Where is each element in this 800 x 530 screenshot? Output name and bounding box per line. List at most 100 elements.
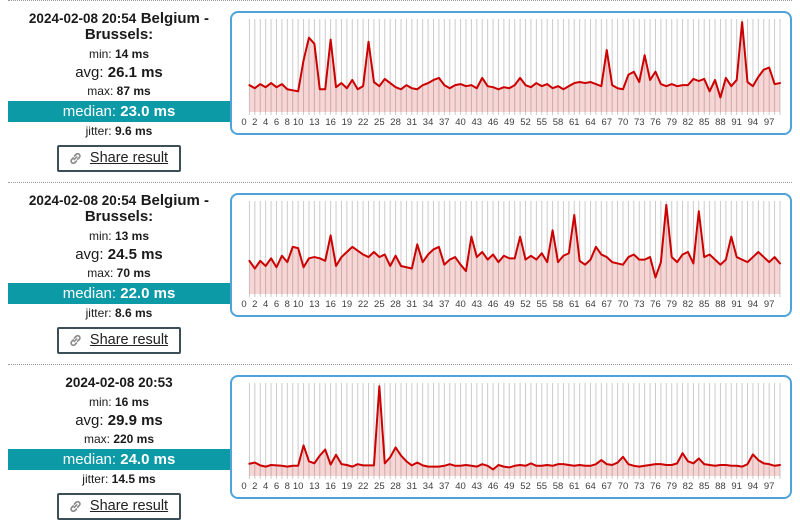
min-label: min: bbox=[88, 229, 112, 243]
svg-text:64: 64 bbox=[585, 299, 596, 310]
svg-text:10: 10 bbox=[293, 299, 304, 310]
svg-text:91: 91 bbox=[731, 299, 742, 310]
svg-text:70: 70 bbox=[618, 117, 629, 128]
svg-text:34: 34 bbox=[423, 117, 434, 128]
svg-text:73: 73 bbox=[634, 299, 645, 310]
min-stat: min: 13 ms bbox=[8, 228, 230, 245]
svg-text:46: 46 bbox=[488, 299, 499, 310]
avg-label: avg: bbox=[75, 412, 104, 429]
svg-text:10: 10 bbox=[293, 481, 304, 492]
svg-text:40: 40 bbox=[455, 117, 466, 128]
svg-text:2: 2 bbox=[252, 117, 257, 128]
min-value: 16 ms bbox=[114, 395, 150, 409]
svg-text:64: 64 bbox=[585, 117, 596, 128]
share-result-button[interactable]: Share result bbox=[56, 327, 182, 354]
svg-text:25: 25 bbox=[374, 481, 385, 492]
avg-label: avg: bbox=[75, 246, 104, 263]
svg-text:13: 13 bbox=[309, 299, 320, 310]
result-row: 2024-02-08 20:53 min: 16 ms avg: 29.9 ms… bbox=[8, 364, 792, 530]
svg-text:46: 46 bbox=[488, 481, 499, 492]
svg-text:34: 34 bbox=[423, 481, 434, 492]
svg-text:4: 4 bbox=[263, 117, 268, 128]
svg-text:34: 34 bbox=[423, 299, 434, 310]
median-stat-highlight: median: 23.0 ms bbox=[8, 101, 230, 122]
svg-text:22: 22 bbox=[358, 299, 369, 310]
svg-text:55: 55 bbox=[536, 299, 547, 310]
result-location: Belgium - Brussels: bbox=[84, 192, 210, 225]
svg-text:31: 31 bbox=[407, 299, 418, 310]
svg-text:55: 55 bbox=[536, 117, 547, 128]
svg-text:85: 85 bbox=[699, 299, 710, 310]
svg-text:43: 43 bbox=[472, 117, 483, 128]
share-result-label: Share result bbox=[89, 332, 169, 348]
svg-text:43: 43 bbox=[472, 481, 483, 492]
svg-text:31: 31 bbox=[407, 481, 418, 492]
svg-text:28: 28 bbox=[390, 481, 401, 492]
result-info: 2024-02-08 20:53 min: 16 ms avg: 29.9 ms… bbox=[8, 373, 230, 520]
share-result-button[interactable]: Share result bbox=[56, 145, 182, 172]
svg-text:0: 0 bbox=[241, 481, 246, 492]
svg-text:6: 6 bbox=[274, 299, 279, 310]
avg-label: avg: bbox=[75, 64, 104, 81]
max-value: 220 ms bbox=[113, 432, 155, 446]
ping-latency-chart: 0 2 4 6 8 10 13 16 19 22 25 28 31 34 37 40 43 46 49 52 55 58 6… bbox=[241, 383, 781, 492]
svg-text:79: 79 bbox=[666, 481, 677, 492]
svg-text:82: 82 bbox=[683, 117, 694, 128]
svg-text:55: 55 bbox=[536, 481, 547, 492]
svg-text:58: 58 bbox=[553, 117, 564, 128]
ping-chart-panel: 0 2 4 6 8 10 13 16 19 22 25 28 31 34 37 40 43 46 49 52 55 58 6… bbox=[230, 11, 792, 135]
svg-text:0: 0 bbox=[241, 117, 246, 128]
median-label: median: bbox=[62, 103, 117, 120]
jitter-value: 14.5 ms bbox=[111, 472, 156, 486]
svg-text:40: 40 bbox=[455, 481, 466, 492]
svg-text:76: 76 bbox=[650, 299, 661, 310]
svg-text:37: 37 bbox=[439, 117, 450, 128]
svg-text:67: 67 bbox=[601, 299, 612, 310]
svg-text:76: 76 bbox=[650, 481, 661, 492]
svg-text:6: 6 bbox=[274, 481, 279, 492]
svg-text:88: 88 bbox=[715, 299, 726, 310]
svg-text:91: 91 bbox=[731, 481, 742, 492]
jitter-stat: jitter: 14.5 ms bbox=[8, 471, 230, 488]
avg-value: 26.1 ms bbox=[107, 64, 163, 81]
svg-text:8: 8 bbox=[285, 299, 290, 310]
svg-text:88: 88 bbox=[715, 481, 726, 492]
link-icon bbox=[70, 152, 81, 164]
median-stat-highlight: median: 24.0 ms bbox=[8, 449, 230, 470]
svg-text:49: 49 bbox=[504, 299, 515, 310]
svg-text:61: 61 bbox=[569, 299, 580, 310]
avg-value: 24.5 ms bbox=[107, 246, 163, 263]
result-info: 2024-02-08 20:54 Belgium - Brussels: min… bbox=[8, 191, 230, 354]
avg-stat: avg: 26.1 ms bbox=[8, 63, 230, 83]
min-stat: min: 14 ms bbox=[8, 46, 230, 63]
min-label: min: bbox=[88, 395, 112, 409]
share-result-button[interactable]: Share result bbox=[56, 493, 182, 520]
svg-text:25: 25 bbox=[374, 299, 385, 310]
svg-text:22: 22 bbox=[358, 117, 369, 128]
result-title: 2024-02-08 20:53 bbox=[8, 373, 230, 394]
result-info: 2024-02-08 20:54 Belgium - Brussels: min… bbox=[8, 9, 230, 172]
result-row: 2024-02-08 20:54 Belgium - Brussels: min… bbox=[8, 182, 792, 364]
svg-text:6: 6 bbox=[274, 117, 279, 128]
svg-text:37: 37 bbox=[439, 481, 450, 492]
svg-text:19: 19 bbox=[342, 299, 353, 310]
svg-text:91: 91 bbox=[731, 117, 742, 128]
max-label: max: bbox=[87, 266, 114, 280]
link-icon bbox=[70, 500, 81, 512]
svg-text:73: 73 bbox=[634, 117, 645, 128]
svg-text:49: 49 bbox=[504, 117, 515, 128]
svg-text:4: 4 bbox=[263, 481, 268, 492]
min-value: 13 ms bbox=[114, 229, 150, 243]
svg-text:28: 28 bbox=[390, 299, 401, 310]
avg-stat: avg: 29.9 ms bbox=[8, 411, 230, 431]
max-value: 87 ms bbox=[116, 84, 151, 98]
svg-text:40: 40 bbox=[455, 299, 466, 310]
svg-text:70: 70 bbox=[618, 481, 629, 492]
svg-text:52: 52 bbox=[520, 299, 531, 310]
jitter-label: jitter: bbox=[85, 306, 112, 320]
svg-text:22: 22 bbox=[358, 481, 369, 492]
svg-text:64: 64 bbox=[585, 481, 596, 492]
svg-text:97: 97 bbox=[764, 299, 775, 310]
svg-text:88: 88 bbox=[715, 117, 726, 128]
